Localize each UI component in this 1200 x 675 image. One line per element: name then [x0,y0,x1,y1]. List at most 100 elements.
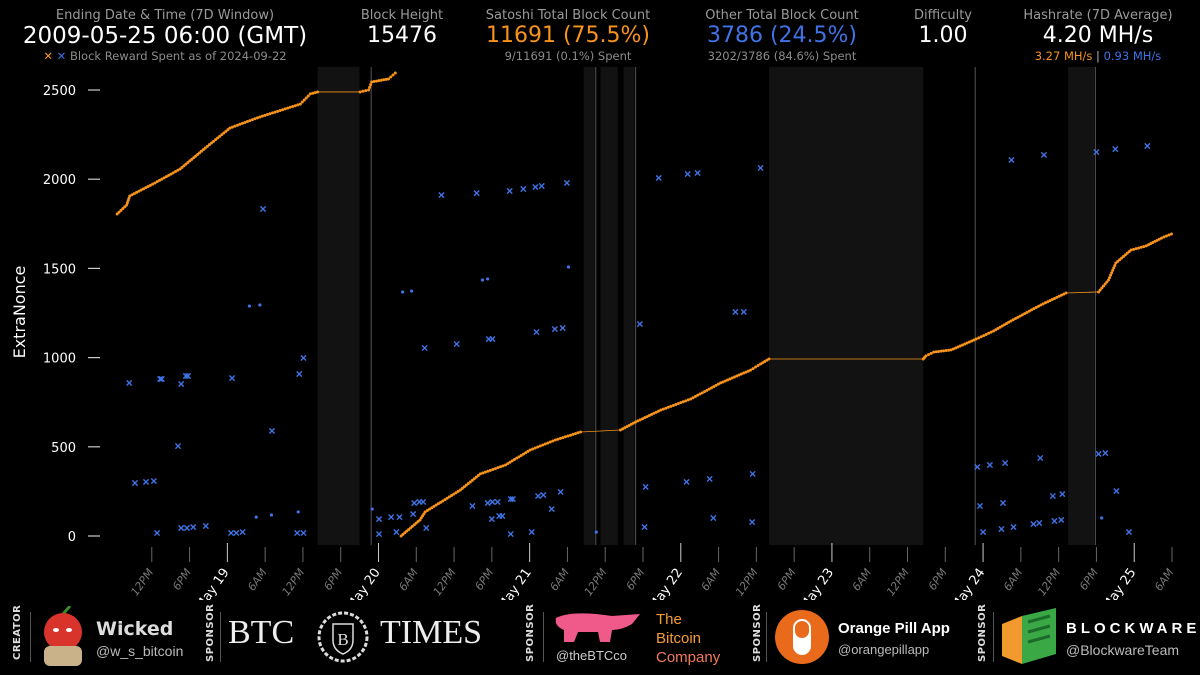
satoshi-block-point [548,440,552,444]
x-tick-label: 12PM [128,566,156,599]
other-spent-point [1113,487,1120,495]
other-spent-point [559,324,566,332]
other-unspent-point [594,530,598,534]
satoshi-block-point [944,349,948,353]
divider [543,612,544,662]
other-spent-point [1125,528,1133,536]
satoshi-block-point [939,349,943,353]
other-spent-point [150,477,157,485]
satoshi-block-point [1050,298,1054,302]
satoshi-block-point [367,88,371,92]
satoshi-block-point [271,111,275,115]
satoshi-block-point [956,345,960,349]
satoshi-block-point [551,439,555,443]
apple-avatar-icon [44,606,82,666]
satoshi-block-point [1009,319,1013,323]
other-unspent-point [370,507,374,511]
satoshi-block-point [293,104,297,108]
satoshi-block-point [476,474,480,478]
satoshi-block-point [636,419,640,423]
satoshi-block-point [1048,299,1052,303]
satoshi-block-point [1142,245,1146,249]
satoshi-block-point [1108,276,1112,280]
satoshi-block-point [1109,273,1113,277]
satoshi-block-point [174,170,178,174]
other-spent-point [153,529,161,537]
satoshi-block-point [739,372,743,376]
satoshi-block-point [661,407,665,411]
satoshi-block-point [664,406,668,410]
satoshi-block-point [141,187,145,191]
satoshi-block-point [924,354,928,358]
satoshi-block-point [306,94,310,98]
other-spent-point [1059,490,1066,498]
other-unspent-point [401,290,405,294]
creator-handle[interactable]: @w_s_bitcoin [96,643,184,659]
satoshi-block-point [460,486,464,490]
other-spent-point [520,185,527,193]
satoshi-block-point [155,180,159,184]
satoshi-block-point [949,348,953,352]
satoshi-block-point [425,509,429,513]
satoshi-block-point [364,89,368,93]
satoshi-block-point [546,441,550,445]
sponsor-tag: SPONSOR [977,603,988,662]
satoshi-block-point [1023,312,1027,316]
satoshi-block-point [160,177,164,181]
satoshi-block-point [386,77,390,81]
satoshi-block-point [989,330,993,334]
satoshi-block-point [756,364,760,368]
satoshi-block-point [1062,292,1066,296]
spent-legend-text: Block Reward Spent as of 2024-09-22 [69,49,287,63]
sponsor-tag: SPONSOR [525,603,536,662]
other-spent-point [202,522,209,530]
other-spent-point [534,492,542,500]
x-tick-label: 6PM [624,566,648,593]
satoshi-block-point [443,498,447,502]
satoshi-block-point [681,400,685,404]
satoshi-block-point [263,113,267,117]
satoshi-block-point [979,335,983,339]
other-spent-point [1030,520,1037,528]
satoshi-block-point [576,431,580,435]
satoshi-block-point [684,399,688,403]
satoshi-block-point [556,437,560,441]
satoshi-block-point [666,405,670,409]
satoshi-block-point [972,338,976,342]
satoshi-block-point [230,125,234,129]
y-tick-label: 500 [51,441,76,456]
satoshi-block-point [561,436,565,440]
other-spent-point [469,502,476,510]
satoshi-block-point [536,445,540,449]
satoshi-block-point [258,115,262,119]
satoshi-block-point [245,120,249,124]
other-spent-point [375,515,383,523]
satoshi-block-point [1160,236,1164,240]
other-spent-point [1095,450,1102,458]
orange-pill-handle[interactable]: @orangepillapp [838,642,930,657]
btcco-handle[interactable]: @theBTCco [556,648,627,663]
block-height-value: 15476 [366,23,437,48]
satoshi-block-point [961,343,965,347]
blockware-handle[interactable]: @BlockwareTeam [1066,642,1180,658]
x-tick-label: 6PM [775,566,799,593]
ending-datetime-value: 2009-05-25 06:00 (GMT) [22,23,308,49]
satoshi-block-point [454,491,458,495]
satoshi-block-point [255,116,259,120]
name-line: The [656,611,682,628]
other-spent-point [438,191,445,199]
satoshi-block-point [951,347,955,351]
other-unspent-point [254,515,258,519]
satoshi-block-point [281,108,285,112]
other-spent-point [421,344,428,352]
satoshi-block-point [970,339,974,343]
other-spent-point [228,375,236,382]
satoshi-block-point [994,328,998,332]
other-spent-point [300,354,307,362]
gap-region [317,67,360,545]
satoshi-block-point [1053,296,1057,300]
satoshi-block-point [716,382,720,386]
other-spent-point [393,528,400,536]
other-spent-point [142,478,150,486]
satoshi-block-point [1059,293,1063,297]
